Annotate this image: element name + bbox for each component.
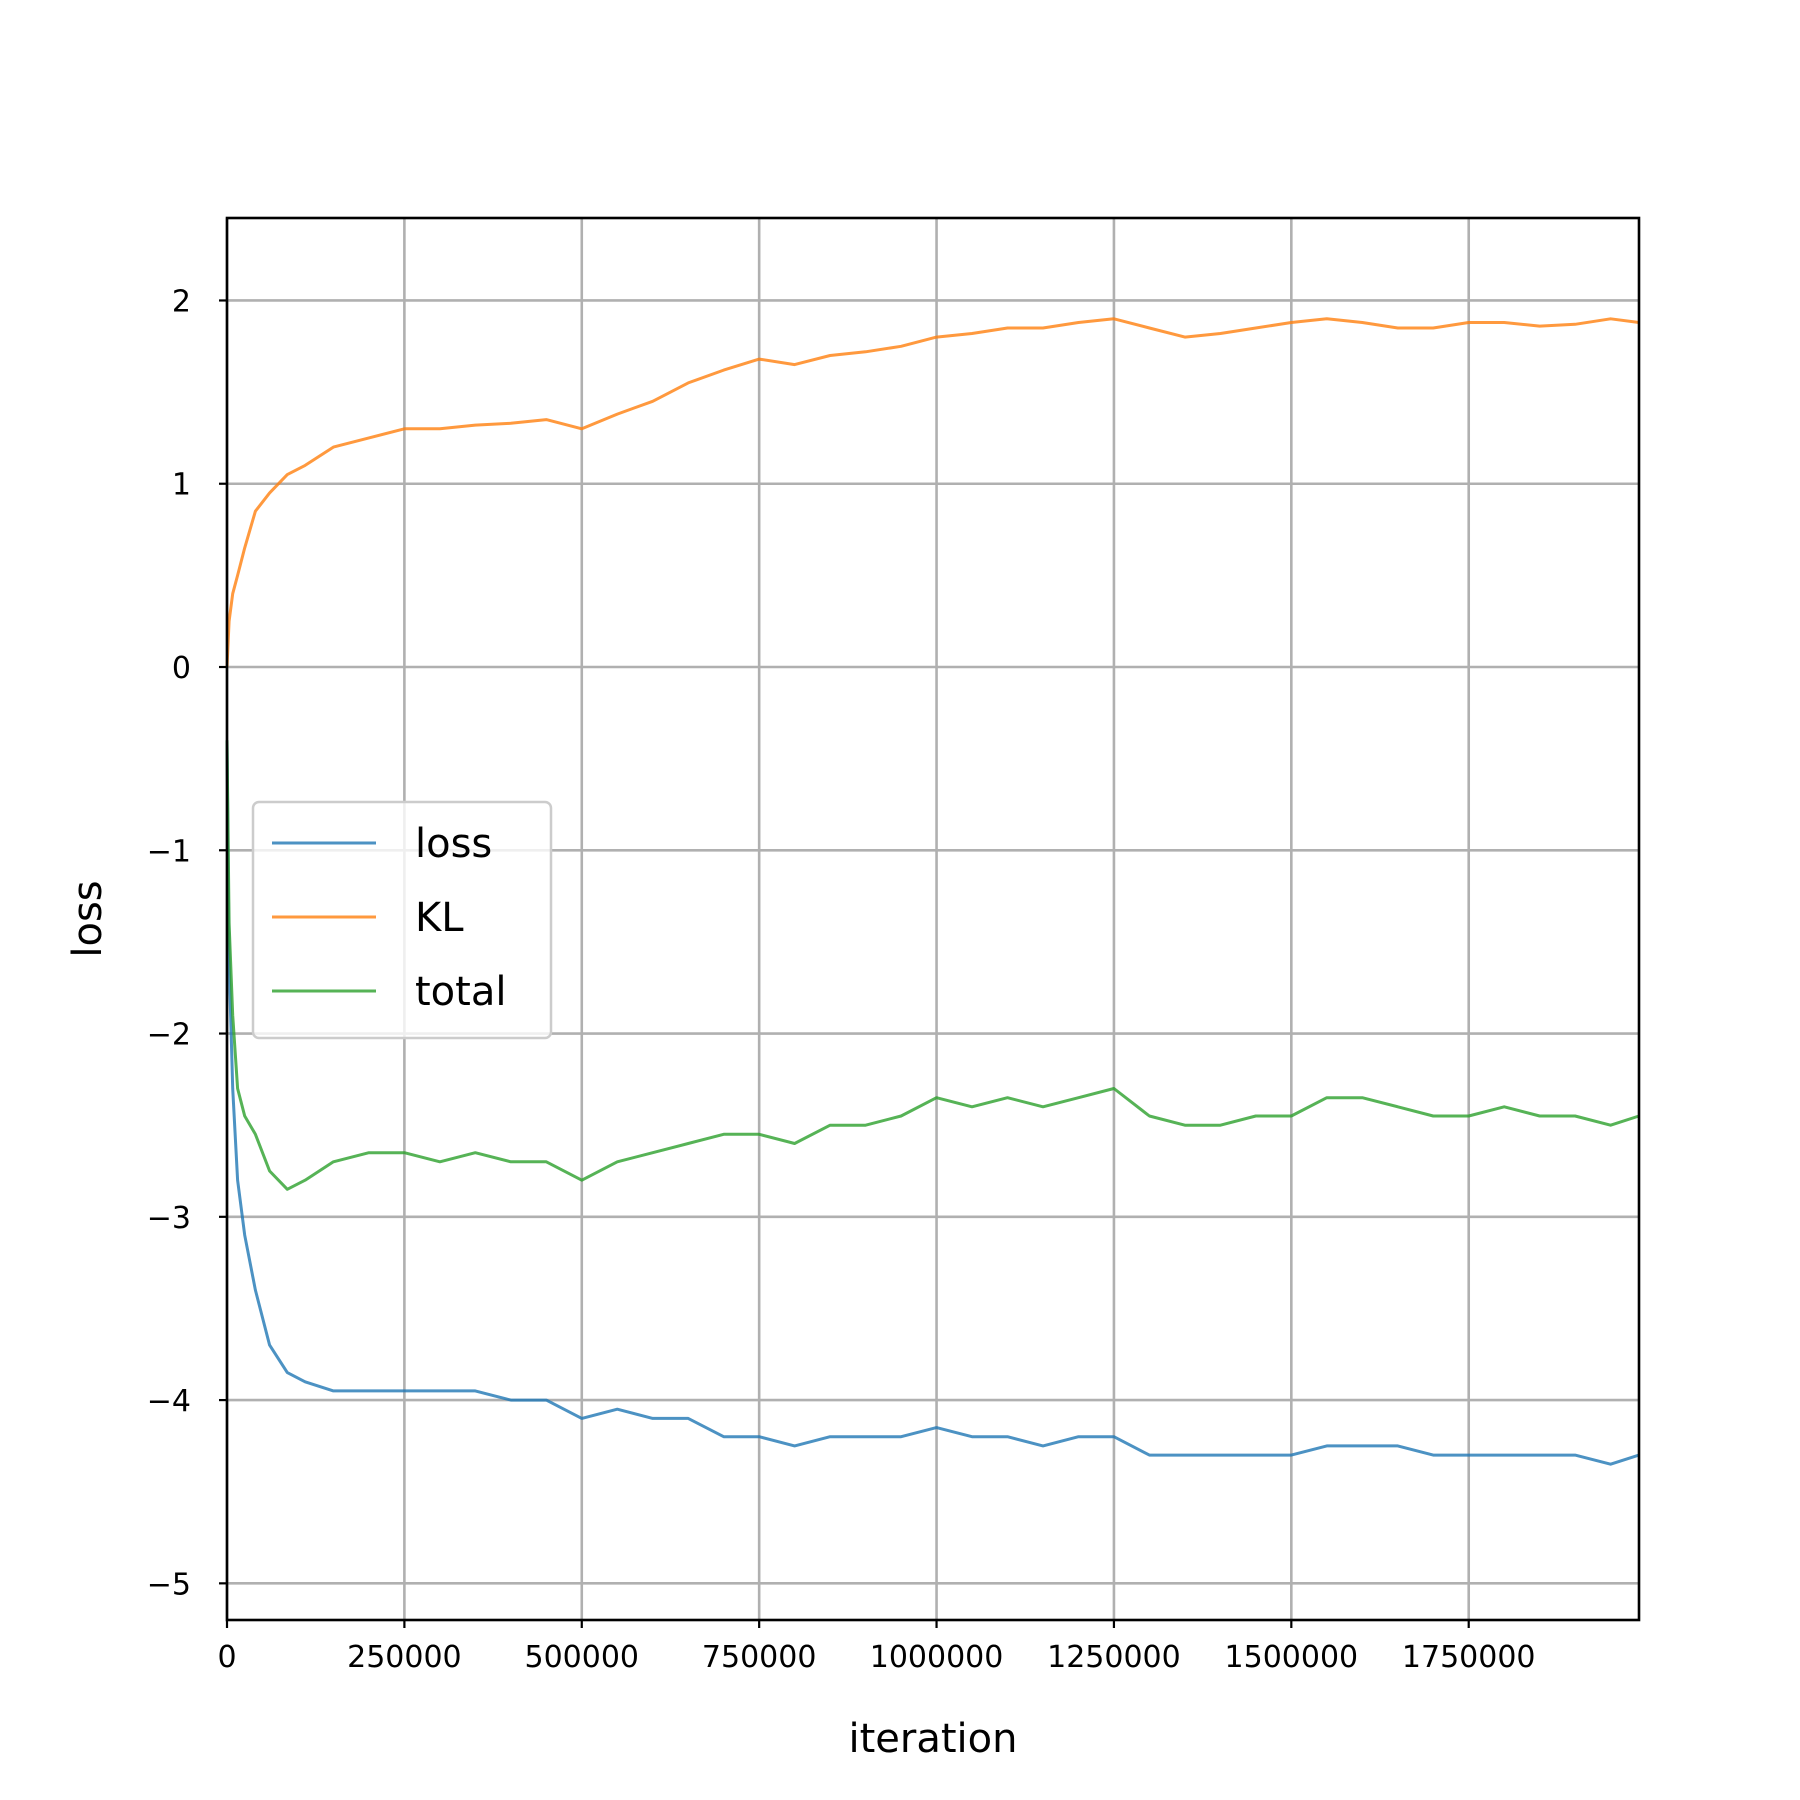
y-axis-ticks: 2 1 0 −1 −2 −3 −4 −5: [147, 284, 227, 1602]
x-tick-label: 500000: [525, 1640, 640, 1675]
series-line-kl: [225, 317, 1640, 668]
y-axis-label: loss: [65, 880, 111, 957]
y-tick-label: −2: [147, 1018, 191, 1053]
x-axis-ticks: 0 250000 500000 750000 1000000 1250000 1500000…: [217, 1620, 1536, 1675]
y-tick-label: −3: [147, 1201, 191, 1236]
x-tick-label: 1000000: [870, 1640, 1004, 1675]
series-lines: [225, 317, 1640, 1466]
legend-box: [251, 800, 553, 1040]
y-tick-label: −1: [147, 834, 191, 869]
y-tick-label: 2: [172, 284, 191, 319]
legend-label-kl: KL: [415, 895, 464, 941]
x-tick-label: 1250000: [1047, 1640, 1181, 1675]
legend-label-loss: loss: [415, 821, 492, 867]
x-tick-label: 250000: [347, 1640, 462, 1675]
y-tick-label: −4: [147, 1384, 191, 1419]
y-tick-label: 1: [172, 468, 191, 503]
series-line-total: [225, 740, 1640, 1191]
x-tick-label: 1500000: [1225, 1640, 1359, 1675]
plot-frame: [225, 216, 1641, 1622]
legend-label-total: total: [415, 969, 506, 1015]
x-tick-label: 750000: [702, 1640, 817, 1675]
y-tick-label: −5: [147, 1567, 191, 1602]
x-tick-label: 1750000: [1402, 1640, 1536, 1675]
series-line-loss: [225, 740, 1640, 1466]
x-axis-label: iteration: [849, 1716, 1018, 1762]
y-tick-label: 0: [172, 651, 191, 686]
x-tick-label: 0: [217, 1640, 236, 1675]
legend: loss KL total: [251, 800, 553, 1040]
